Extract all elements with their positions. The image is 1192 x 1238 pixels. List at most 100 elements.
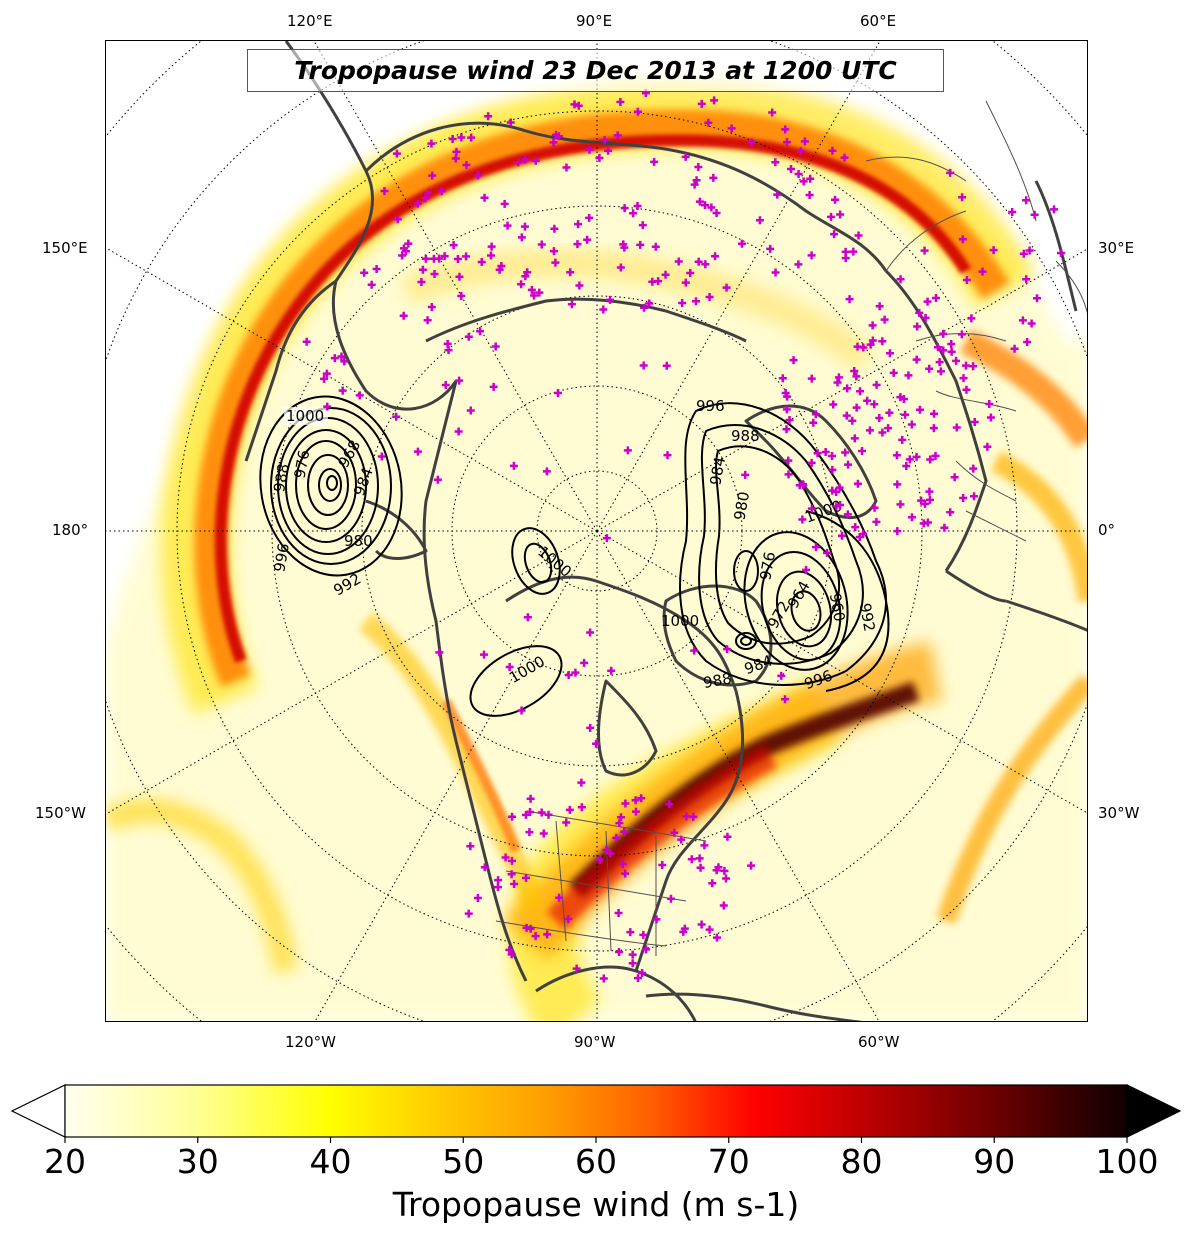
observation-marker (457, 292, 466, 301)
observation-marker (969, 362, 978, 371)
observation-marker (580, 658, 589, 667)
observation-marker (838, 531, 847, 540)
observation-marker (834, 373, 843, 382)
observation-marker (464, 332, 473, 341)
colorbar-tick-label: 60 (575, 1142, 617, 1181)
observation-marker (719, 901, 728, 910)
lon-label-right: 30°W (1098, 804, 1140, 822)
observation-marker (592, 739, 601, 748)
observation-marker (616, 813, 625, 822)
observation-marker (692, 297, 701, 306)
observation-marker (700, 841, 709, 850)
observation-marker (755, 216, 764, 225)
observation-marker (875, 302, 884, 311)
observation-marker (921, 313, 930, 322)
observation-marker (773, 190, 782, 199)
observation-marker (844, 460, 853, 469)
lon-label-top: 60°E (860, 12, 897, 30)
russia-arctic-coast (364, 121, 888, 272)
observation-marker (880, 315, 889, 324)
observation-marker (562, 163, 571, 172)
observation-marker (585, 213, 594, 222)
observation-marker (634, 974, 643, 983)
siberia-inner-coast (425, 297, 747, 343)
pole-low-contours (511, 527, 561, 595)
observation-marker (842, 411, 851, 420)
observation-marker (484, 112, 493, 121)
observation-marker (614, 908, 623, 917)
observation-marker (843, 510, 852, 519)
observation-marker (489, 382, 498, 391)
europe-jet (960, 329, 1087, 448)
observation-marker (638, 221, 647, 230)
observation-marker (640, 303, 649, 312)
canada-low-contours (469, 645, 563, 717)
observation-marker (807, 458, 816, 467)
observation-marker (1022, 196, 1031, 205)
observation-marker (577, 803, 586, 812)
observation-marker (896, 275, 905, 284)
observation-marker (947, 340, 956, 349)
observation-marker (413, 199, 422, 208)
observation-marker (858, 446, 867, 455)
west-pacific-band (106, 798, 298, 973)
observation-marker (958, 235, 967, 244)
observation-marker (441, 381, 450, 390)
observation-marker (722, 874, 731, 883)
observation-marker (747, 138, 756, 147)
colorbar-tick-label: 80 (840, 1142, 883, 1181)
observation-marker (505, 945, 514, 954)
observation-marker (920, 499, 929, 508)
observation-marker (1008, 208, 1017, 217)
observation-marker (554, 389, 562, 398)
observation-marker (466, 842, 475, 851)
observation-marker (1056, 249, 1065, 258)
observation-marker (692, 176, 701, 185)
observation-marker (666, 894, 675, 903)
observation-marker (809, 418, 818, 427)
observation-marker (474, 171, 483, 180)
observation-marker (503, 221, 512, 230)
observation-marker (722, 283, 731, 292)
observation-marker (920, 246, 929, 255)
observation-marker (701, 201, 710, 210)
observation-marker (1022, 275, 1031, 284)
colorbar-max-extension (1126, 1084, 1182, 1138)
observation-marker (929, 424, 938, 433)
observation-marker (840, 153, 849, 162)
observation-marker (957, 330, 966, 339)
contour-label: 960 (826, 592, 849, 623)
observation-marker (851, 523, 860, 532)
observation-marker (337, 352, 346, 361)
north-america-west-coast (422, 380, 528, 982)
observation-marker (615, 947, 624, 956)
observation-marker (1033, 294, 1042, 303)
observation-marker (631, 796, 640, 805)
observation-marker (813, 449, 822, 458)
observation-marker (678, 299, 687, 308)
lon-label-right: 30°E (1098, 239, 1135, 257)
observation-marker (535, 288, 544, 297)
observation-marker (604, 146, 613, 155)
observation-marker (878, 428, 887, 437)
observation-marker (845, 295, 854, 304)
observation-marker (707, 203, 716, 212)
observation-marker (794, 260, 803, 269)
observation-marker (704, 118, 713, 127)
observation-marker (628, 959, 637, 968)
colorbar-tick-label: 30 (176, 1142, 219, 1181)
observation-marker (544, 810, 553, 819)
observation-marker (435, 648, 444, 657)
observation-marker (521, 810, 530, 819)
observation-marker (710, 96, 719, 105)
observation-marker (926, 455, 935, 464)
observation-marker (586, 723, 595, 732)
observation-marker (453, 255, 462, 264)
observation-marker (639, 930, 648, 939)
observation-marker (620, 204, 629, 213)
observation-marker (849, 247, 858, 256)
observation-marker (521, 272, 530, 281)
east-asia-coast (244, 279, 337, 462)
observation-marker (925, 364, 934, 373)
observation-marker (377, 452, 386, 461)
